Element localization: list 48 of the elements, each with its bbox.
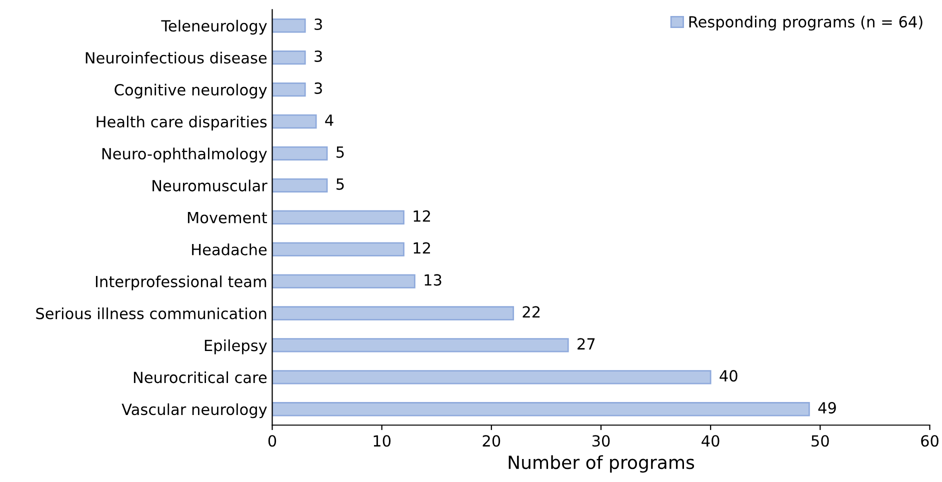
- bar: [272, 242, 404, 256]
- bar: [272, 306, 514, 320]
- bar: [272, 210, 404, 224]
- y-tick-label: Neuro-ophthalmology: [102, 148, 267, 162]
- y-tick-label: Movement: [188, 212, 268, 224]
- data-label: 4: [325, 114, 334, 126]
- x-tick-label: 40: [702, 435, 720, 447]
- bar: [272, 370, 712, 384]
- bar: [272, 82, 306, 97]
- bar: [272, 114, 317, 129]
- data-label: 49: [818, 402, 836, 414]
- y-tick-label: Neuromuscular: [152, 180, 268, 192]
- bar: [272, 402, 810, 416]
- x-tick-label: 60: [921, 435, 938, 447]
- bar: [272, 178, 328, 193]
- y-tick-label: Cognitive neurology: [114, 84, 267, 99]
- data-label: 3: [314, 82, 322, 94]
- x-tick-label: 30: [592, 435, 610, 447]
- bar: [272, 146, 328, 161]
- bar: [272, 274, 416, 288]
- data-label: 13: [424, 274, 442, 286]
- x-tick-label: 50: [812, 435, 829, 447]
- bar: [272, 338, 569, 352]
- y-tick-label: Vascular neurology: [122, 403, 267, 418]
- y-tick-label: Serious illness communication: [36, 307, 266, 320]
- data-label: 3: [314, 18, 322, 30]
- data-label: 5: [336, 146, 344, 158]
- y-tick-label: Interprofessional team: [96, 276, 266, 290]
- y-tick-label: Teleneurology: [161, 20, 267, 35]
- data-label: 12: [414, 210, 430, 222]
- y-tick-label: Neurocritical care: [134, 371, 267, 384]
- x-tick-label: 20: [482, 435, 500, 447]
- x-tick-label: 0: [268, 435, 276, 447]
- y-tick-label: Headache: [192, 244, 267, 256]
- y-tick-label: Epilepsy: [204, 339, 267, 354]
- bar: [272, 50, 306, 65]
- y-tick-label: Health care disparities: [96, 116, 267, 130]
- x-tick-label: 10: [374, 435, 391, 447]
- data-label: 3: [314, 50, 322, 62]
- y-tick-label: Neuroinfectious disease: [86, 52, 267, 64]
- x-axis-title: Number of programs: [508, 455, 694, 473]
- data-label: 40: [720, 370, 738, 382]
- data-label: 27: [578, 338, 595, 350]
- bar: [272, 18, 306, 33]
- data-label: 12: [414, 242, 430, 254]
- legend-label: Responding programs (n = 64): [689, 16, 922, 31]
- data-label: 22: [522, 306, 540, 318]
- data-label: 5: [336, 178, 344, 190]
